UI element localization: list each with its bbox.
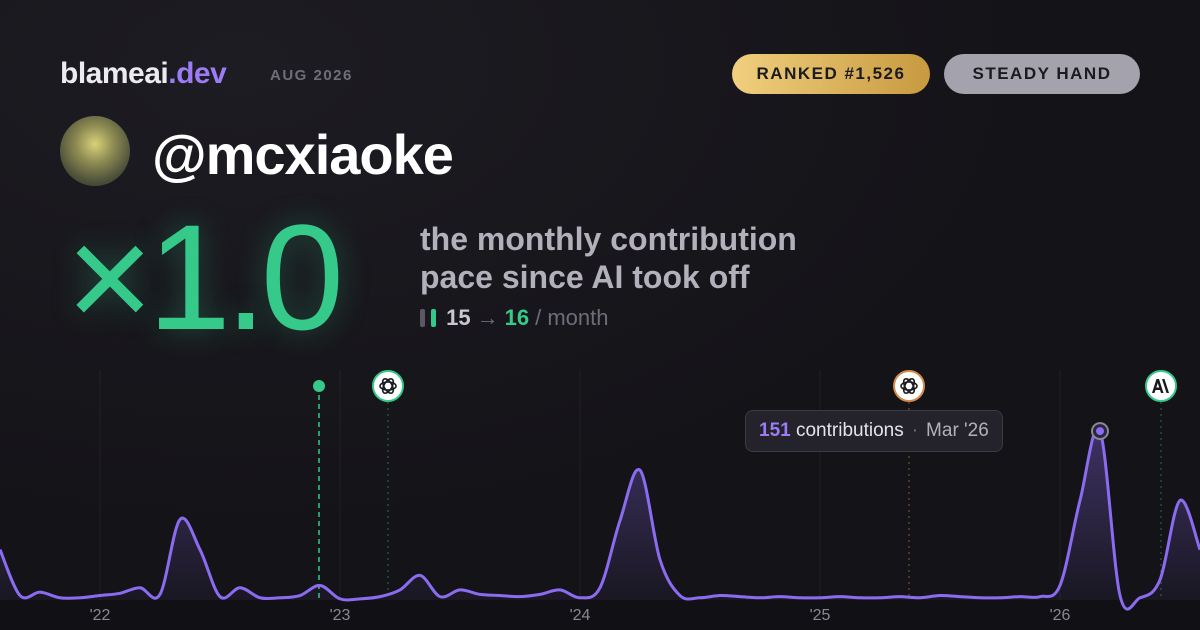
subtitle-line: the monthly contribution: [420, 221, 797, 257]
brand: blameai.dev: [60, 57, 227, 91]
style-badge: STEADY HAND: [944, 54, 1140, 94]
x-tick-label: '22: [90, 607, 111, 624]
tooltip: 151 contributions · Mar '26: [745, 410, 1003, 452]
event-icon: [372, 370, 404, 402]
tooltip-value: 151: [759, 420, 791, 441]
pace-arrow: →: [476, 305, 499, 330]
pace: 15 → 16/ month: [420, 305, 608, 331]
subtitle: the monthly contribution pace since AI t…: [420, 220, 797, 296]
tooltip-unit: contributions: [795, 420, 904, 441]
marks: '22 '23 '24 '25 '26: [0, 370, 1200, 624]
brand-suffix: .dev: [168, 57, 227, 90]
multiplier: ×1.0: [66, 193, 344, 361]
event-icon: [893, 370, 925, 402]
area: [0, 428, 1200, 610]
x-tick-label: '25: [810, 607, 831, 624]
pace-after: 16: [504, 305, 530, 330]
event-dot: [313, 380, 325, 392]
tooltip-date: Mar '26: [926, 420, 989, 441]
pace-bar: [420, 309, 425, 327]
handle: @mcxiaoke: [152, 123, 454, 186]
x-tick-label: '26: [1050, 607, 1071, 624]
date: AUG 2026: [270, 67, 353, 84]
event-icon: [1145, 370, 1177, 402]
axis-strip: [0, 600, 1200, 630]
line: [0, 427, 1200, 611]
x-tick-label: '23: [330, 607, 351, 624]
pace-before: 15: [446, 305, 471, 330]
brand-name: blameai: [60, 57, 169, 90]
avatar: [60, 116, 130, 186]
pace-bar: [431, 309, 437, 327]
subtitle-line: pace since AI took off: [420, 259, 750, 295]
rank-badge: RANKED #1,526: [732, 54, 930, 94]
pace-unit: / month: [535, 305, 609, 330]
highlight-core: [1096, 427, 1104, 436]
x-tick-label: '24: [570, 607, 591, 624]
